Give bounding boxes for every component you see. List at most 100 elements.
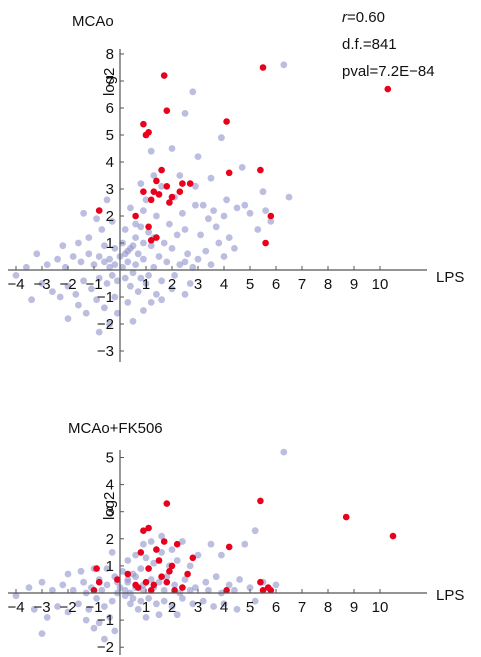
background-point (106, 614, 113, 621)
background-point (132, 220, 140, 228)
background-point (140, 586, 147, 594)
highlight-point (259, 64, 267, 71)
background-point (192, 584, 199, 591)
x-tick-label: 4 (220, 276, 228, 293)
background-point (176, 172, 184, 179)
background-point (103, 196, 111, 204)
highlight-point (145, 565, 152, 572)
background-point (137, 565, 145, 572)
highlight-point (155, 557, 163, 564)
highlight-point (132, 212, 139, 220)
background-point (205, 215, 212, 223)
background-point (54, 603, 61, 610)
background-point (251, 597, 259, 605)
background-gene-series (12, 61, 293, 336)
background-point (145, 272, 153, 279)
background-point (108, 218, 116, 225)
background-point (207, 540, 215, 548)
x-tick-label: 6 (272, 276, 280, 293)
background-point (137, 180, 145, 188)
background-point (207, 261, 215, 268)
background-point (236, 576, 244, 583)
background-point (194, 551, 202, 559)
y-tick-label: 5 (106, 127, 114, 144)
highlight-point (150, 188, 158, 195)
highlight-point (223, 587, 230, 594)
background-point (49, 586, 56, 594)
background-point (75, 600, 82, 608)
background-point (225, 581, 233, 589)
background-point (28, 296, 35, 304)
background-point (145, 228, 153, 236)
background-point (75, 301, 82, 309)
highlight-point (140, 188, 147, 195)
x-tick-label: 2 (168, 276, 176, 293)
background-point (38, 280, 46, 287)
x-tick-label: 9 (350, 599, 358, 616)
background-point (160, 597, 168, 605)
data-points-layer (12, 61, 392, 336)
highlight-point (384, 85, 392, 93)
highlight-point (389, 532, 397, 540)
background-point (132, 551, 140, 559)
highlight-point (150, 581, 158, 589)
background-point (272, 581, 280, 589)
highlight-point (163, 183, 171, 190)
background-point (119, 567, 126, 575)
background-point (207, 174, 215, 182)
background-point (186, 586, 194, 594)
background-point (155, 253, 163, 260)
highlight-point (225, 169, 233, 177)
background-point (171, 581, 179, 589)
background-point (69, 586, 77, 594)
background-point (233, 605, 241, 613)
background-point (215, 239, 223, 247)
x-tick-label: −4 (7, 599, 24, 616)
background-point (140, 207, 147, 215)
y-tick-label: 4 (106, 477, 114, 494)
y-tick-label: 1 (106, 235, 114, 252)
highlight-point (160, 538, 168, 545)
background-point (199, 201, 207, 209)
background-point (150, 263, 158, 271)
background-point (121, 592, 129, 600)
highlight-point (262, 239, 269, 247)
background-point (241, 201, 249, 209)
background-point (194, 255, 202, 263)
highlight-point (158, 166, 165, 174)
tick-layer: −4 −3 −2 −1 1 2 3 4 5 6 7 8 9 10 −2 −1 1 2 3 4 5 (7, 450, 388, 657)
background-point (95, 253, 103, 260)
background-point (132, 234, 140, 242)
x-axis-title: LPS (436, 587, 464, 604)
background-point (181, 226, 189, 233)
highlight-point (173, 540, 181, 548)
background-point (140, 239, 147, 247)
highlight-point (166, 199, 173, 206)
highlight-point (142, 578, 150, 586)
background-point (197, 231, 205, 239)
background-point (80, 578, 87, 586)
background-point (38, 578, 46, 586)
background-point (64, 570, 72, 578)
highlight-point (134, 584, 142, 591)
background-point (132, 261, 140, 268)
background-point (126, 600, 134, 608)
background-point (218, 551, 225, 559)
tick-layer: −4 −3 −2 −1 1 2 3 4 5 6 7 8 9 10 −3 −2 −1 1 2 3 4 5 6 7 8 (7, 46, 388, 360)
background-point (98, 586, 106, 594)
y-tick-label: 2 (106, 208, 114, 225)
y-axis-title: log2 (101, 68, 118, 96)
background-point (218, 134, 225, 142)
background-point (137, 597, 145, 605)
background-point (251, 527, 259, 535)
background-point (129, 317, 137, 325)
background-point (43, 614, 51, 621)
background-point (93, 215, 100, 223)
background-point (43, 261, 51, 268)
y-tick-label: 8 (106, 46, 114, 63)
background-point (210, 603, 218, 610)
background-point (90, 624, 98, 632)
x-tick-label: −4 (7, 276, 24, 293)
highlight-point (147, 237, 155, 244)
y-tick-label: 6 (106, 100, 114, 117)
